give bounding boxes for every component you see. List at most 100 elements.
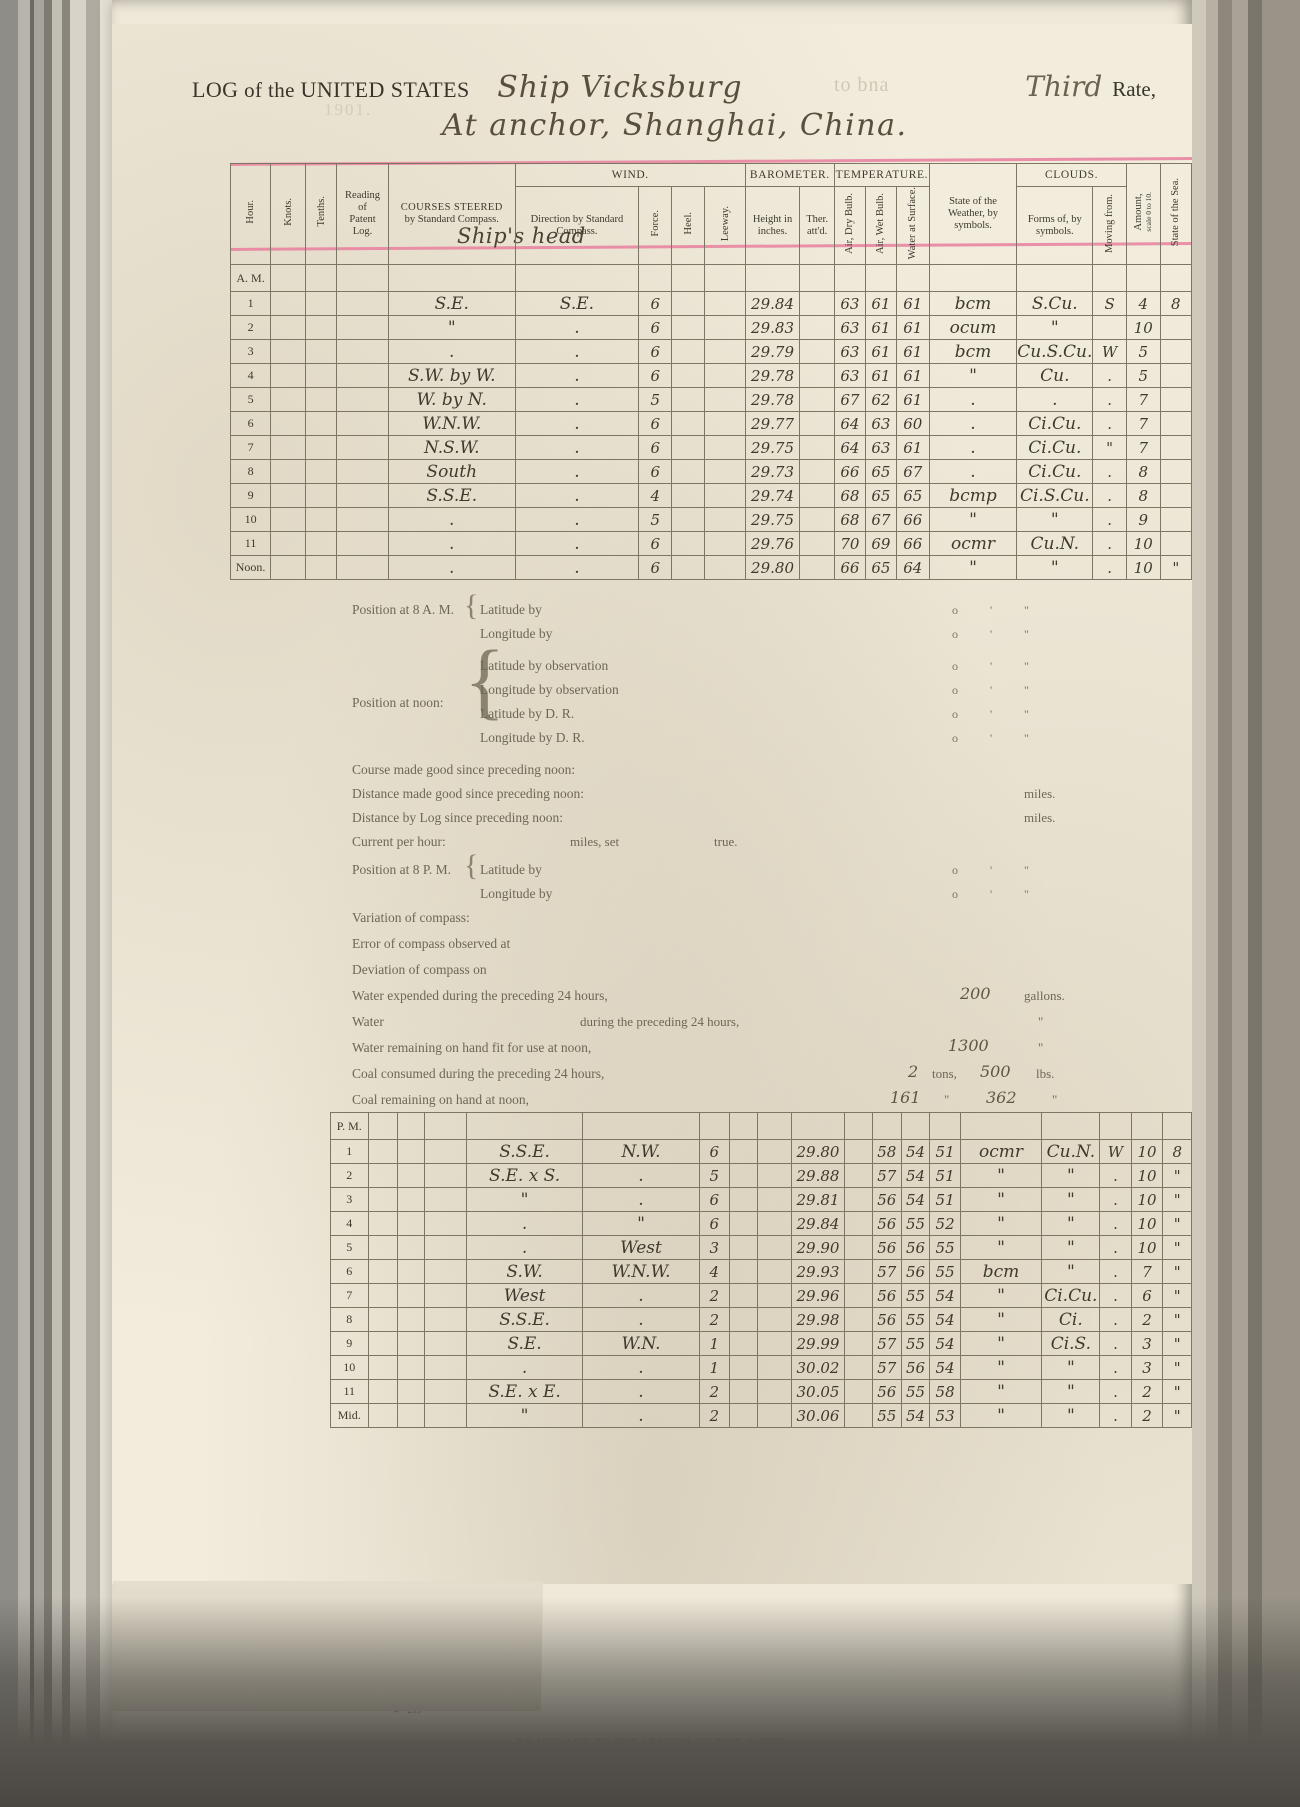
cell-course: S.S.E. — [387, 483, 516, 509]
cell-cloud_form: Cu.N. — [1041, 1139, 1101, 1164]
cell-plog — [423, 1211, 467, 1236]
cell-cloud_move: . — [1092, 363, 1127, 389]
cell-leeway — [756, 1331, 793, 1356]
empty-cell — [397, 1112, 425, 1140]
table-period-label-row: A. M. — [229, 264, 1193, 293]
cell-water: 54 — [929, 1307, 961, 1332]
pm-table-body: P. M. 1 S.S.E. N.W. 6 29.80 58 54 51 ocmr Cu.N. W 10… — [330, 1112, 1192, 1428]
cell-cloud_form: Ci.Cu. — [1016, 459, 1094, 485]
cell-thera — [799, 435, 835, 461]
cell-weather: " — [959, 1187, 1043, 1212]
cell-tenths — [397, 1163, 425, 1188]
cell-weather: " — [959, 1379, 1043, 1404]
empty-cell — [1162, 1112, 1192, 1140]
cell-sea: 8 — [1162, 1139, 1192, 1164]
th-cloud-forms: Forms of, by symbols. — [1016, 185, 1094, 266]
th-hour: Hour. — [229, 162, 272, 266]
form-row-current: Current per hour: miles, set true. — [352, 832, 1112, 856]
cell-thera — [799, 339, 835, 365]
pm-log-table: P. M. 1 S.S.E. N.W. 6 29.80 58 54 51 ocmr Cu.N. W 10… — [330, 1112, 1192, 1428]
th-state-of-sea: State of the Sea. — [1159, 162, 1193, 266]
th-tenths: Tenths. — [305, 162, 338, 266]
label-position-8pm: Position at 8 P. M. — [352, 862, 452, 877]
cell-weather: " — [928, 555, 1018, 581]
label-miles-set: miles, set — [570, 834, 620, 849]
cell-amount: 9 — [1125, 507, 1161, 533]
th-air-wet: Air, Wet Bulb. — [864, 185, 897, 266]
cell-amount: 10 — [1130, 1163, 1164, 1188]
form-row-variation: Variation of compass: — [352, 908, 1112, 934]
cell-thera — [799, 387, 835, 413]
cell-course: " — [465, 1403, 584, 1428]
cell-water: 52 — [929, 1211, 961, 1236]
cell-thera — [799, 483, 835, 509]
label-during-preceding: during the preceding 24 hours, — [580, 1014, 740, 1029]
empty-cell — [1125, 264, 1161, 293]
value-water-expended: 200 — [960, 984, 991, 1003]
cell-cloud_move: " — [1092, 435, 1127, 461]
cell-cloud_form: Ci.S. — [1041, 1331, 1101, 1356]
unit-tons: tons, — [932, 1066, 957, 1081]
sec-sym-2: " — [1024, 627, 1029, 641]
cell-cloud_form: Cu.N. — [1016, 531, 1094, 557]
cell-tenths — [305, 507, 338, 533]
cell-amount: 7 — [1125, 435, 1161, 461]
cell-wind_dir: . — [582, 1355, 700, 1380]
cell-tenths — [397, 1355, 425, 1380]
cell-heel — [671, 315, 706, 341]
cell-cloud_form: Ci.Cu. — [1016, 411, 1094, 437]
cell-knots — [367, 1331, 399, 1356]
table-row: 1 S.E. S.E. 6 29.84 63 61 61 bcm S.Cu. S 4 8 — [229, 291, 1193, 317]
cell-water: 54 — [929, 1283, 961, 1308]
cell-hour: 7 — [330, 1283, 369, 1308]
empty-cell — [1016, 264, 1094, 293]
cell-dry: 68 — [833, 507, 866, 533]
table-row: 6 S.W. W.N.W. 4 29.93 57 56 55 bcm ". 7 " — [330, 1259, 1192, 1284]
cell-sea — [1159, 411, 1193, 437]
empty-cell — [1099, 1112, 1132, 1140]
cell-leeway — [756, 1211, 793, 1236]
cell-baro: 29.78 — [744, 363, 801, 389]
cell-knots — [367, 1163, 399, 1188]
cell-wet: 65 — [864, 555, 897, 581]
cell-wind_dir: . — [582, 1163, 700, 1188]
cell-hour: 8 — [229, 459, 272, 485]
cell-knots — [367, 1355, 399, 1380]
cell-baro: 29.88 — [791, 1163, 845, 1188]
cell-plog — [336, 411, 389, 437]
form-row-lon-obs: Longitude by observation o ' " — [352, 680, 1112, 704]
cell-wet: 54 — [900, 1139, 931, 1164]
label-longitude-observation: Longitude by observation — [480, 682, 619, 697]
cell-thera — [843, 1187, 873, 1212]
cell-leeway — [756, 1187, 793, 1212]
cell-knots — [270, 339, 307, 365]
empty-cell — [1159, 264, 1193, 293]
ditto-water-remaining: " — [1038, 1040, 1044, 1055]
cell-force: 5 — [638, 387, 673, 413]
cell-knots — [367, 1211, 399, 1236]
cell-heel — [671, 555, 706, 581]
th-courses-steered: COURSES STEERED by Standard Compass. — [387, 162, 516, 266]
empty-cell — [671, 264, 706, 293]
cell-cloud_form: " — [1041, 1187, 1101, 1212]
label-position-noon: Position at noon: — [352, 695, 444, 710]
cell-cloud_move: . — [1092, 483, 1127, 509]
cell-hour: 9 — [229, 483, 272, 509]
cell-plog — [336, 555, 389, 581]
cell-sea — [1159, 459, 1193, 485]
cell-dry: 57 — [871, 1355, 902, 1380]
empty-cell — [387, 264, 516, 293]
cell-plog — [423, 1307, 467, 1332]
cell-amount: 10 — [1130, 1211, 1164, 1236]
th-air-dry: Air, Dry Bulb. — [833, 185, 866, 266]
cell-plog — [336, 507, 389, 533]
empty-cell — [1130, 1112, 1164, 1140]
empty-cell — [728, 1112, 758, 1140]
cell-dry: 66 — [833, 459, 866, 485]
cell-amount: 10 — [1130, 1235, 1164, 1260]
table-row: 10.. 5 29.75 68 67 66 " ". 9 — [229, 507, 1193, 533]
cell-hour: 5 — [229, 387, 272, 413]
cell-knots — [367, 1403, 399, 1428]
cell-dry: 56 — [871, 1307, 902, 1332]
cell-course: . — [387, 339, 516, 365]
